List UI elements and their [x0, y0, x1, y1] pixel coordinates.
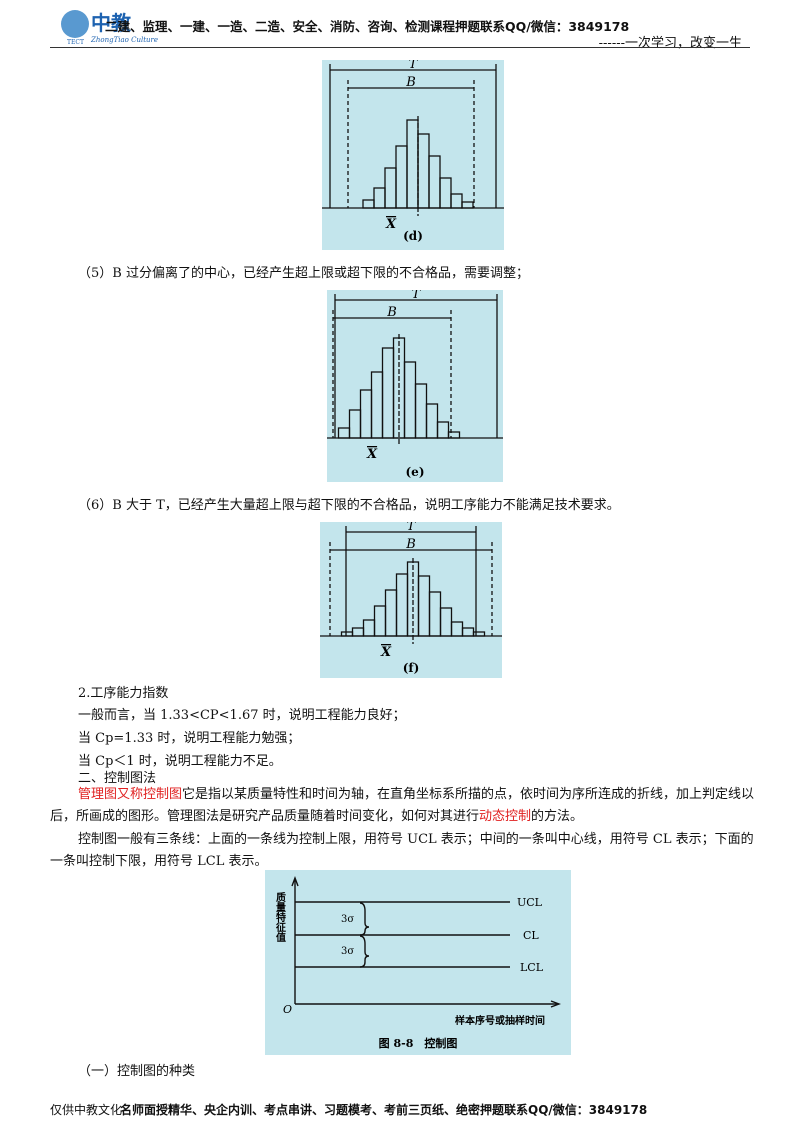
hist-bar [436, 421, 450, 439]
paragraph: 当 Cp=1.33 时，说明工程能力勉强； [78, 731, 301, 746]
figure-bg [265, 870, 571, 1055]
line-label: LCL [520, 961, 544, 974]
footer-left: 仅供中教文化 [50, 1103, 123, 1117]
highlight: 管理图又称控制图 [78, 787, 183, 802]
fig-caption: (e) [406, 465, 425, 479]
fig-label: X [380, 645, 392, 660]
hist-bar [439, 177, 452, 209]
fig-label: B [405, 75, 416, 90]
text: 它是指以某质量特性和时间为轴，在直角坐标系所描的点，依时间为序所连成的折线，加上… [50, 787, 755, 824]
logo-globe [61, 10, 89, 38]
paragraph: （6）B 大于 T，已经产生大量超上限与超下限的不合格品，说明工序能力不能满足技… [78, 498, 620, 513]
header-rule [50, 47, 750, 48]
axes [291, 876, 561, 1008]
histogram-d: TB X (d) [322, 60, 504, 250]
header-title: 二建、监理、一建、一造、二造、安全、消防、咨询、检测课程押题联系QQ/微信：38… [105, 19, 630, 34]
header-slogan: ------一次学习，改变一生 [598, 36, 742, 51]
figure-bg [320, 522, 502, 678]
sigma-label: 3σ [341, 914, 354, 925]
highlight: 动态控制 [479, 809, 532, 824]
paragraph: 控制图一般有三条线：上面的一条线为控制上限，用符号 UCL 表示；中间的一条叫中… [50, 832, 754, 869]
sigma-label: 3σ [341, 946, 354, 957]
fig-label: T [409, 60, 419, 72]
caption: 图 8-8 控制图 [379, 1036, 458, 1050]
fig-caption: (d) [403, 229, 423, 243]
fig-label: X [366, 447, 378, 462]
hist-bar [461, 201, 474, 209]
histogram-f: TB X (f) [320, 522, 502, 678]
hist-bar [447, 431, 461, 439]
paragraph: 当 Cp＜1 时，说明工程能力不足。 [78, 754, 282, 769]
origin: O [283, 1003, 292, 1016]
fig-label: B [386, 305, 397, 320]
hist-bar [472, 631, 486, 637]
heading: （一）控制图的种类 [78, 1064, 196, 1079]
fig-label: T [412, 290, 422, 302]
x-label: 样本序号或抽样时间 [455, 1014, 545, 1027]
logo-text: 中教 [91, 11, 132, 35]
heading: 2.工序能力指数 [78, 686, 169, 701]
control-chart: 质量特征值 UCL CL LCL 3σ 3σ O 样本序号或抽样时间 图 8-8… [265, 870, 571, 1055]
logo: 中教 ZhongTiao Culture TECT [61, 10, 158, 46]
logo-sub: ZhongTiao Culture [90, 36, 158, 44]
fig-label: X [385, 217, 397, 232]
footer-right: 名师面授精华、央企内训、考点串讲、习题模考、考前三页纸、绝密押题联系QQ/微信：… [120, 1103, 648, 1117]
paragraph: 管理图又称控制图它是指以某质量特性和时间为轴，在直角坐标系所描的点，依时间为序所… [50, 784, 755, 828]
logo-mark: TECT [67, 39, 84, 46]
fig-label: B [405, 537, 416, 552]
fig-caption: (f) [403, 661, 420, 675]
line-label: CL [523, 929, 539, 942]
figure-bg [322, 60, 504, 250]
fig-label: T [407, 522, 417, 534]
hist-bar [450, 193, 463, 209]
text: 的方法。 [531, 809, 584, 824]
hist-bar [425, 403, 439, 439]
paragraph: 一般而言，当 1.33<CP<1.67 时，说明工程能力良好； [78, 708, 406, 723]
histogram-e: T B X (e) [327, 290, 503, 482]
line-label: UCL [517, 896, 543, 909]
y-label: 质量特征值 [274, 891, 286, 943]
paragraph: （5）B 过分偏离了的中心，已经产生超上限或超下限的不合格品，需要调整； [78, 266, 529, 281]
heading: 二、控制图法 [78, 771, 157, 786]
